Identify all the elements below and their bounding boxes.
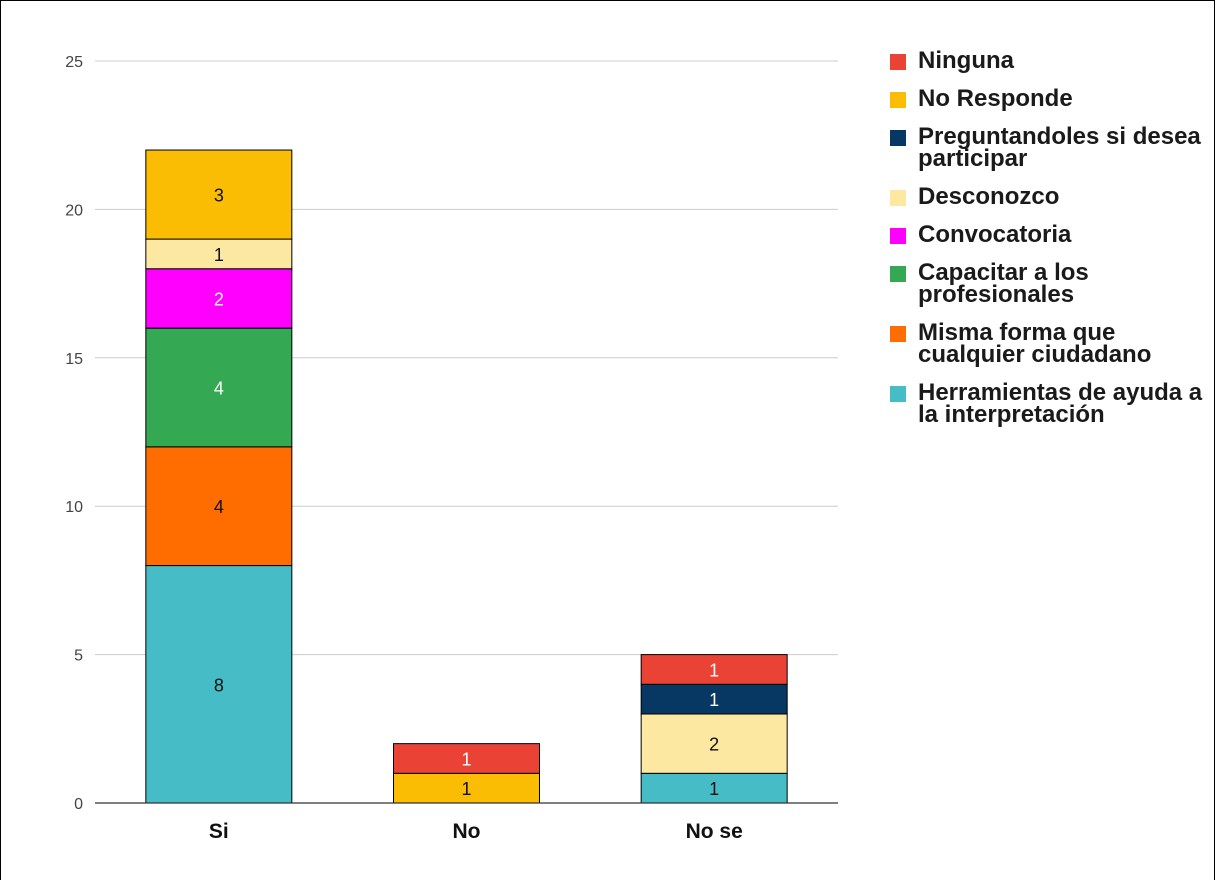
legend-label-2: Preguntandoles si desea participar bbox=[918, 123, 1201, 172]
legend-swatch-1 bbox=[890, 92, 906, 108]
legend-swatch-7 bbox=[890, 386, 906, 402]
data-label-0-3: 2 bbox=[214, 289, 224, 309]
bar-segment-0-2 bbox=[145, 327, 293, 448]
legend-item-5: Capacitar a los profesionales bbox=[890, 259, 1210, 308]
legend-swatch-4 bbox=[890, 228, 906, 244]
legend-label-5: Capacitar a los profesionales bbox=[918, 259, 1089, 308]
data-label-2-5: 1 bbox=[709, 690, 719, 710]
chart-legend: Ninguna No Responde Preguntandoles si dese… bbox=[890, 47, 1210, 442]
legend-label-7: Herramientas de ayuda a la interpretació… bbox=[918, 379, 1203, 428]
legend-swatch-0 bbox=[890, 54, 906, 70]
y-tick-label-1: 5 bbox=[74, 648, 83, 665]
legend-swatch-5 bbox=[890, 266, 906, 282]
data-label-0-1: 4 bbox=[214, 497, 224, 517]
data-label-2-0: 1 bbox=[709, 779, 719, 799]
legend-swatch-2 bbox=[890, 130, 906, 146]
legend-label-4: Convocatoria bbox=[918, 221, 1072, 248]
x-tick-label-0: Si bbox=[209, 820, 229, 843]
bar-segment-2-7 bbox=[640, 654, 788, 685]
data-label-2-7: 1 bbox=[709, 660, 719, 680]
bar-segment-2-0 bbox=[640, 772, 788, 804]
y-tick-label-4: 20 bbox=[65, 202, 83, 219]
data-label-1-6: 1 bbox=[461, 779, 471, 799]
y-tick-label-5: 25 bbox=[65, 54, 83, 71]
data-label-2-4: 2 bbox=[709, 735, 719, 755]
legend-item-6: Misma forma que cualquier ciudadano bbox=[890, 319, 1210, 368]
bar-segment-0-3 bbox=[145, 268, 293, 329]
data-label-1-7: 1 bbox=[461, 749, 471, 769]
x-tick-label-1: No bbox=[453, 820, 481, 843]
bar-segment-0-0 bbox=[145, 565, 293, 804]
y-tick-label-0: 0 bbox=[74, 796, 83, 813]
legend-label-0: Ninguna bbox=[918, 47, 1014, 74]
legend-label-6: Misma forma que cualquier ciudadano bbox=[918, 319, 1152, 368]
bar-segment-2-4 bbox=[640, 713, 788, 774]
legend-item-3: Desconozco bbox=[890, 183, 1210, 210]
legend-label-3: Desconozco bbox=[918, 183, 1060, 210]
legend-item-7: Herramientas de ayuda a la interpretació… bbox=[890, 379, 1210, 428]
legend-item-2: Preguntandoles si desea participar bbox=[890, 123, 1210, 172]
bar-segment-0-1 bbox=[145, 446, 293, 567]
y-tick-label-2: 10 bbox=[65, 499, 83, 516]
bar-segment-0-6 bbox=[145, 149, 293, 240]
data-label-0-2: 4 bbox=[214, 378, 224, 398]
legend-item-1: No Responde bbox=[890, 85, 1210, 112]
x-tick-label-2: No se bbox=[686, 820, 743, 843]
data-label-0-4: 1 bbox=[214, 245, 224, 265]
legend-swatch-3 bbox=[890, 190, 906, 206]
bar-segment-1-6 bbox=[393, 772, 540, 804]
legend-label-1: No Responde bbox=[918, 85, 1073, 112]
legend-swatch-6 bbox=[890, 326, 906, 342]
data-label-0-6: 3 bbox=[214, 186, 224, 206]
data-label-0-0: 8 bbox=[214, 675, 224, 695]
bar-segment-1-7 bbox=[393, 743, 540, 774]
legend-item-0: Ninguna bbox=[890, 47, 1210, 74]
y-tick-label-3: 15 bbox=[65, 351, 83, 368]
legend-item-4: Convocatoria bbox=[890, 221, 1210, 248]
